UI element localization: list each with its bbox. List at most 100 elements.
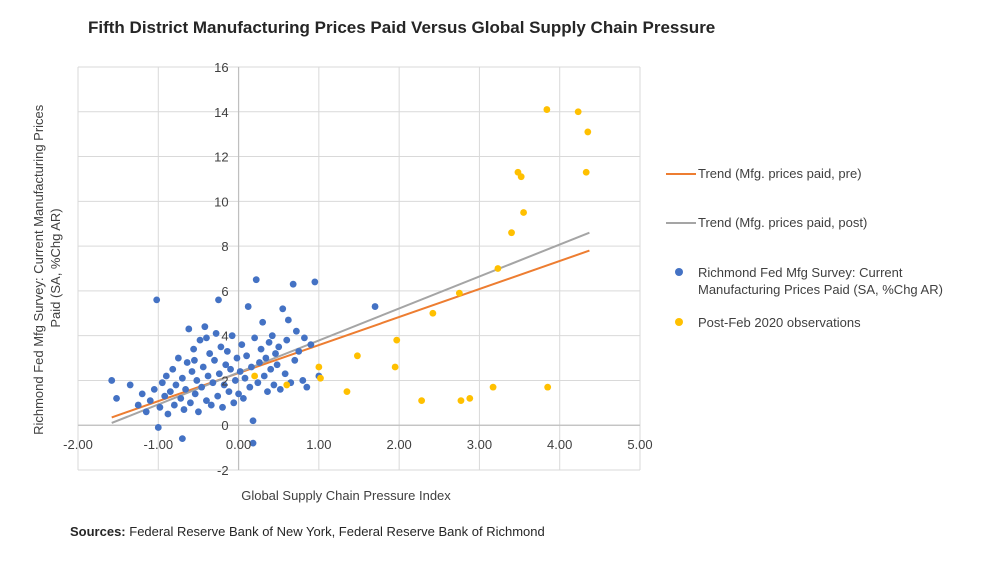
- legend-item-trend-post: Trend (Mfg. prices paid, post): [666, 214, 988, 231]
- data-point-pre: [198, 383, 206, 391]
- data-point-pre: [214, 392, 222, 400]
- x-tick-label: 1.00: [306, 437, 331, 452]
- data-point-pre: [249, 417, 257, 425]
- data-point-post: [582, 168, 590, 176]
- data-point-pre: [203, 397, 210, 404]
- data-point-pre: [249, 439, 257, 447]
- data-point-pre: [206, 350, 214, 357]
- data-point-pre: [177, 394, 185, 402]
- data-point-pre: [217, 343, 225, 351]
- data-point-pre: [162, 372, 170, 380]
- legend-item-pre-points: Richmond Fed Mfg Survey: Current Manufac…: [666, 264, 988, 298]
- data-point-post: [466, 394, 474, 402]
- data-point-pre: [236, 368, 244, 375]
- data-point-pre: [191, 356, 198, 364]
- x-tick-label: 5.00: [627, 437, 652, 452]
- data-point-pre: [244, 303, 252, 310]
- data-point-pre: [273, 361, 281, 369]
- data-point-pre: [246, 383, 254, 391]
- data-point-pre: [238, 341, 246, 349]
- data-point-pre: [223, 347, 231, 355]
- data-point-pre: [172, 381, 180, 389]
- y-tick-label: 10: [214, 194, 228, 209]
- y-axis-title-line-1: Richmond Fed Mfg Survey: Current Manufac…: [31, 104, 46, 435]
- axes: [78, 67, 640, 470]
- trend-lines: [111, 231, 590, 424]
- chart-title: Fifth District Manufacturing Prices Paid…: [88, 18, 716, 37]
- data-point-pre: [233, 354, 241, 362]
- data-point-pre: [158, 379, 166, 387]
- data-point-pre: [134, 401, 142, 409]
- data-point-pre: [265, 338, 273, 346]
- data-point-pre: [142, 408, 150, 416]
- data-point-pre: [138, 390, 146, 398]
- y-tick-label: 4: [221, 329, 228, 344]
- legend-label: Richmond Fed Mfg Survey: Current Manufac…: [698, 265, 943, 297]
- y-tick-label: -2: [217, 463, 229, 478]
- trend-line-post: [111, 231, 590, 424]
- data-point-pre: [166, 388, 174, 396]
- series-post-feb-2020: [251, 106, 592, 404]
- data-point-pre: [154, 424, 162, 431]
- data-point-pre: [289, 280, 297, 288]
- data-point-pre: [292, 327, 300, 335]
- data-point-post: [457, 397, 465, 404]
- legend-label: Post-Feb 2020 observations: [698, 315, 861, 330]
- data-point-pre: [183, 359, 191, 366]
- data-point-pre: [276, 386, 284, 393]
- sources-note: Sources: Federal Reserve Bank of New Yor…: [70, 524, 545, 539]
- y-axis-title: Richmond Fed Mfg Survey: Current Manufac…: [31, 101, 63, 435]
- tick-labels: -2.00 -1.00 0.00 1.00 2.00 3.00 4.00 5.00 -2 0 2 4 6…: [63, 60, 652, 478]
- data-point-pre: [178, 374, 186, 382]
- data-point-pre: [267, 365, 275, 373]
- data-point-post: [494, 265, 502, 272]
- data-point-post: [455, 289, 463, 297]
- data-point-pre: [284, 316, 292, 324]
- data-point-post: [520, 209, 527, 216]
- data-point-pre: [225, 388, 233, 396]
- data-point-pre: [222, 361, 230, 369]
- data-point-pre: [275, 343, 283, 351]
- data-point-pre: [195, 408, 202, 416]
- data-point-pre: [150, 386, 158, 393]
- data-point-pre: [270, 381, 278, 389]
- data-point-pre: [301, 334, 308, 342]
- data-point-pre: [230, 399, 238, 407]
- data-point-pre: [182, 386, 189, 393]
- data-point-pre: [231, 377, 239, 384]
- data-point-pre: [185, 325, 193, 333]
- data-point-pre: [219, 403, 226, 411]
- series-pre-feb-2020: [108, 276, 379, 447]
- data-point-pre: [203, 334, 210, 342]
- data-point-pre: [211, 356, 218, 364]
- data-point-pre: [279, 305, 287, 313]
- x-tick-label: -1.00: [143, 437, 173, 452]
- data-point-pre: [227, 365, 234, 373]
- data-point-pre: [303, 383, 311, 391]
- data-point-post: [574, 108, 582, 116]
- data-point-post: [584, 128, 592, 136]
- data-point-pre: [254, 379, 262, 387]
- data-point-post: [517, 173, 525, 181]
- data-point-post: [353, 352, 361, 360]
- data-point-pre: [241, 374, 249, 382]
- data-point-pre: [307, 341, 315, 349]
- data-point-post: [429, 309, 437, 317]
- data-point-pre: [257, 345, 265, 353]
- data-point-post: [315, 363, 323, 371]
- y-tick-label: 6: [221, 284, 228, 299]
- data-point-pre: [272, 350, 279, 357]
- legend-item-post-points: Post-Feb 2020 observations: [666, 314, 988, 331]
- data-point-pre: [262, 354, 270, 362]
- data-point-pre: [228, 332, 236, 340]
- data-point-pre: [199, 363, 207, 371]
- data-point-pre: [126, 381, 134, 389]
- data-point-post: [251, 372, 259, 380]
- data-point-post: [544, 383, 552, 391]
- legend-label: Trend (Mfg. prices paid, post): [698, 215, 868, 230]
- data-point-post: [508, 229, 515, 237]
- data-point-post: [543, 106, 551, 113]
- data-point-post: [418, 397, 426, 404]
- data-point-pre: [207, 401, 215, 409]
